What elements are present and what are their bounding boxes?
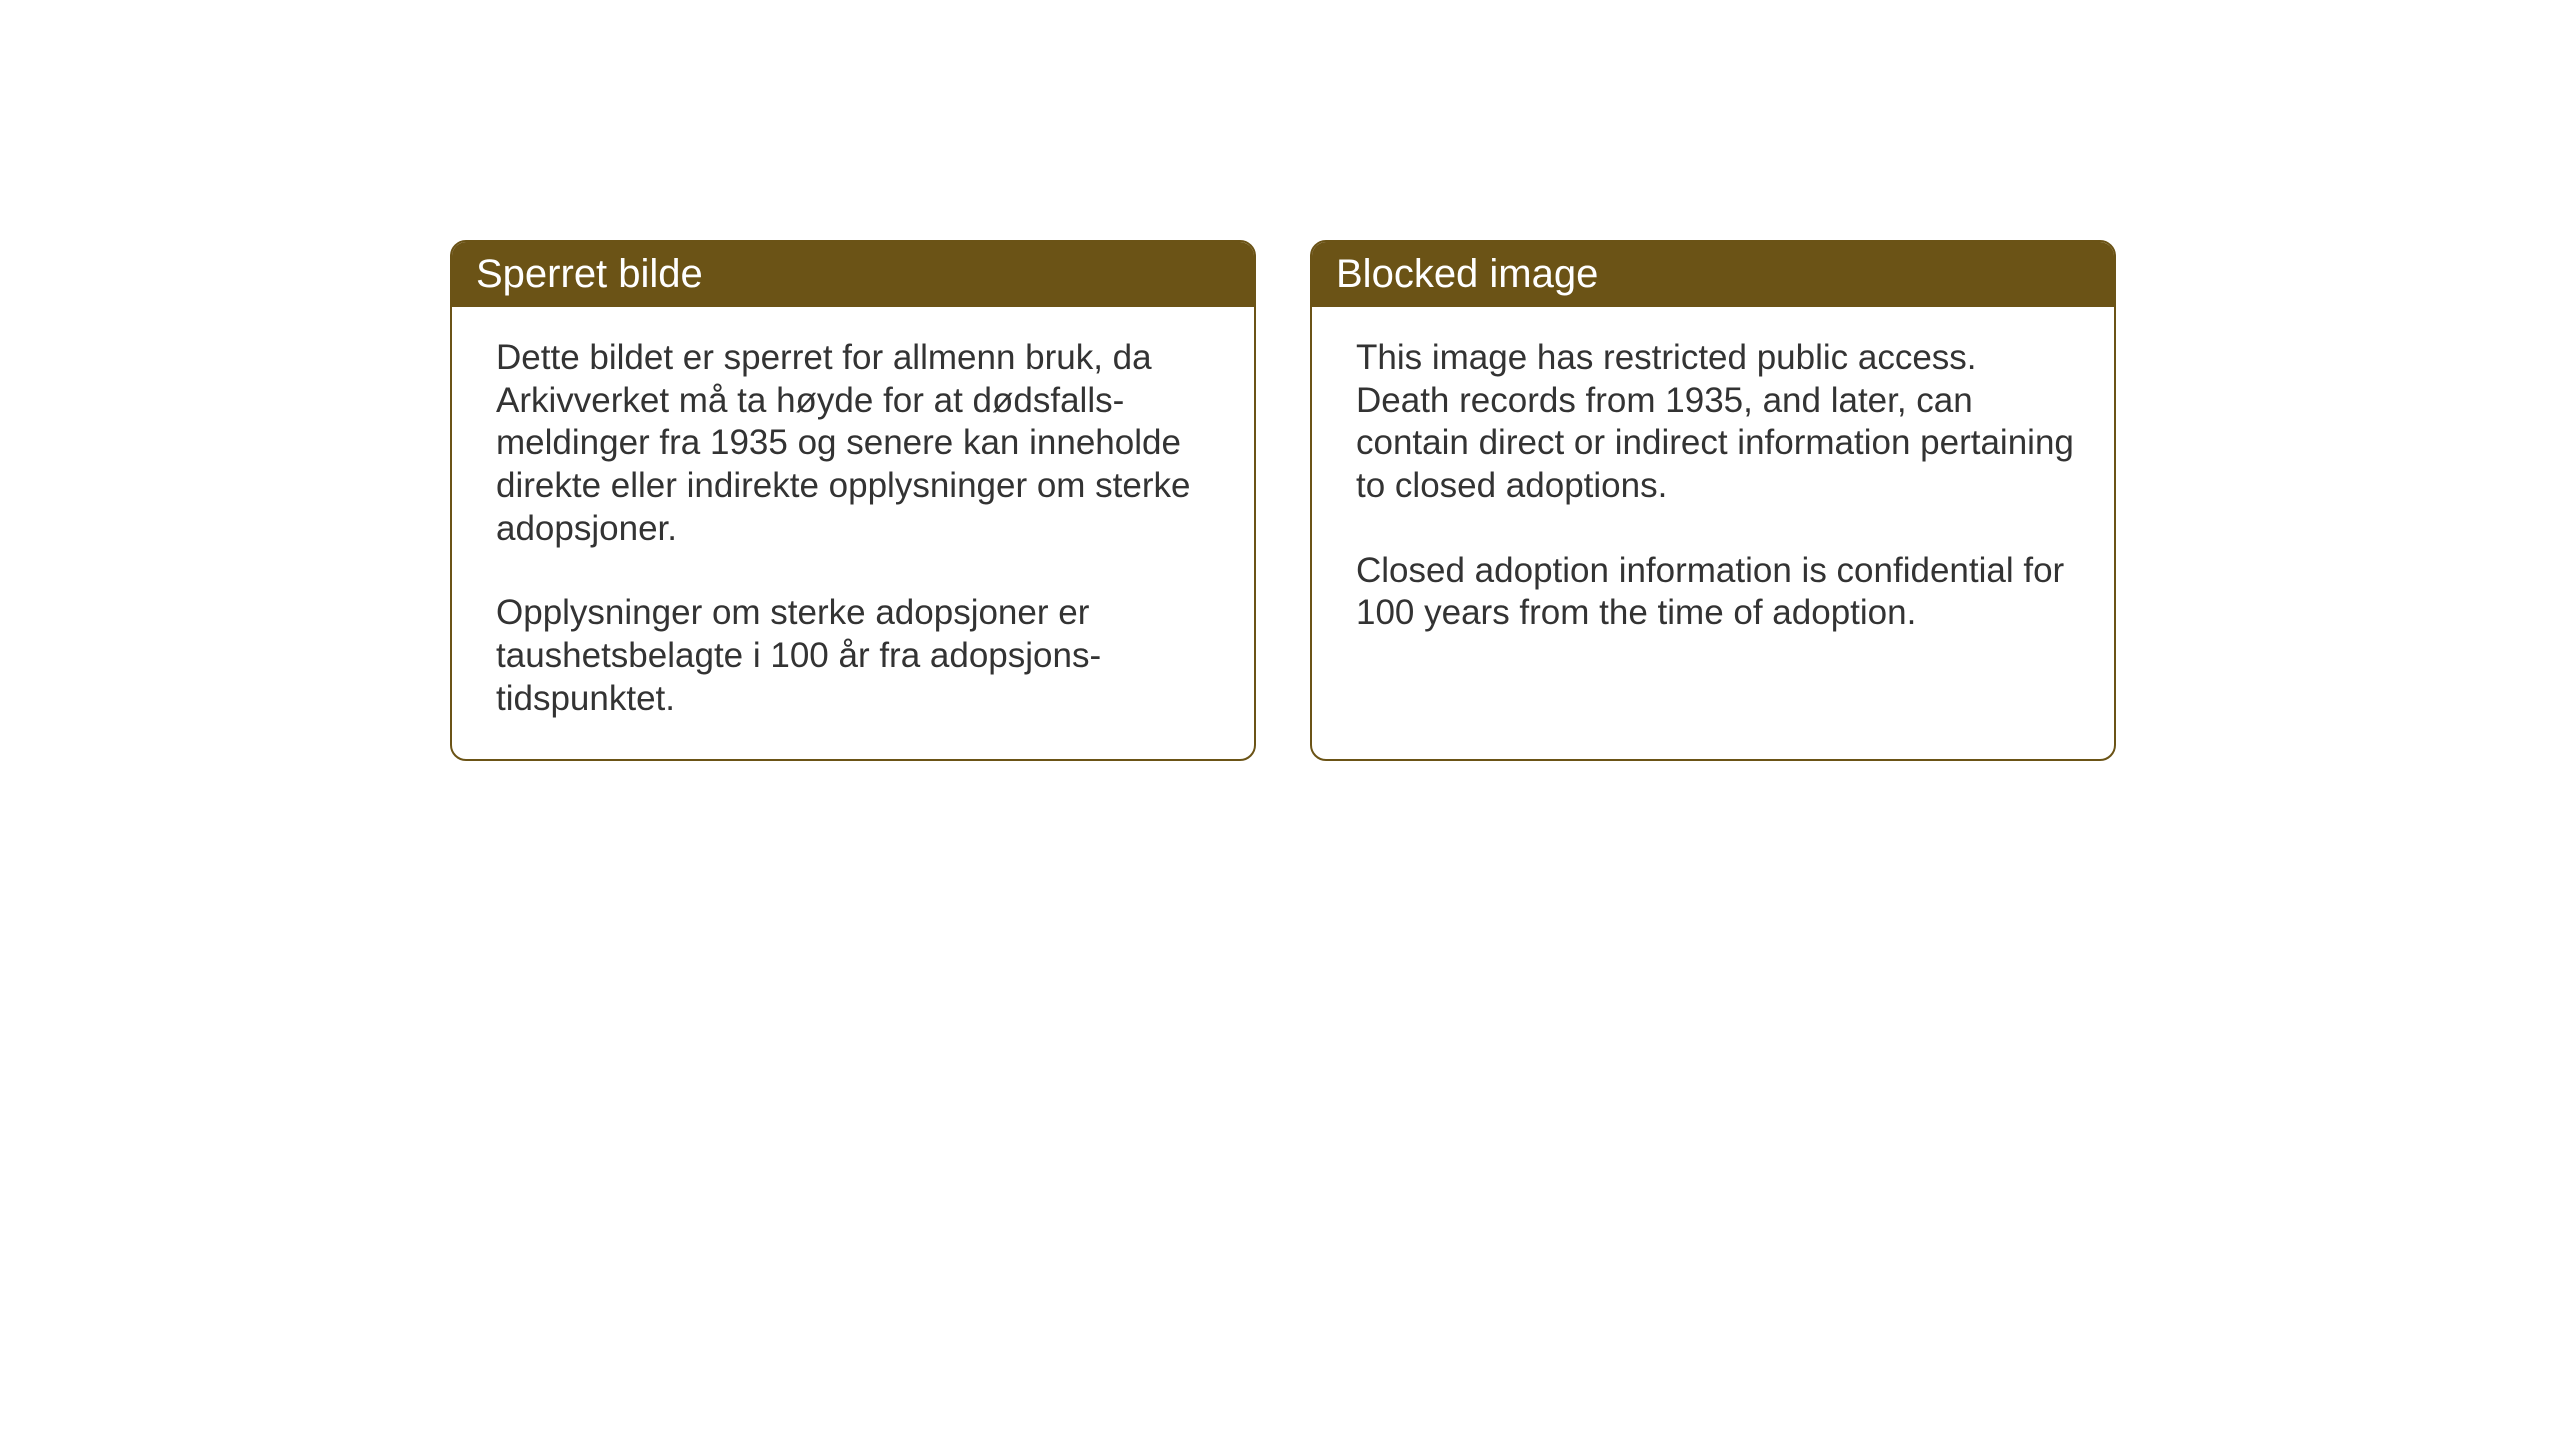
notice-container: Sperret bilde Dette bildet er sperret fo…	[450, 240, 2116, 761]
notice-card-english: Blocked image This image has restricted …	[1310, 240, 2116, 761]
card-paragraph: Opplysninger om sterke adopsjoner er tau…	[496, 592, 1214, 720]
card-paragraph: This image has restricted public access.…	[1356, 337, 2074, 508]
card-paragraph: Closed adoption information is confident…	[1356, 550, 2074, 635]
card-paragraph: Dette bildet er sperret for allmenn bruk…	[496, 337, 1214, 550]
notice-card-norwegian: Sperret bilde Dette bildet er sperret fo…	[450, 240, 1256, 761]
card-header-english: Blocked image	[1312, 242, 2114, 307]
card-title: Sperret bilde	[476, 252, 703, 296]
card-body-english: This image has restricted public access.…	[1312, 307, 2114, 673]
card-header-norwegian: Sperret bilde	[452, 242, 1254, 307]
card-body-norwegian: Dette bildet er sperret for allmenn bruk…	[452, 307, 1254, 759]
card-title: Blocked image	[1336, 252, 1598, 296]
